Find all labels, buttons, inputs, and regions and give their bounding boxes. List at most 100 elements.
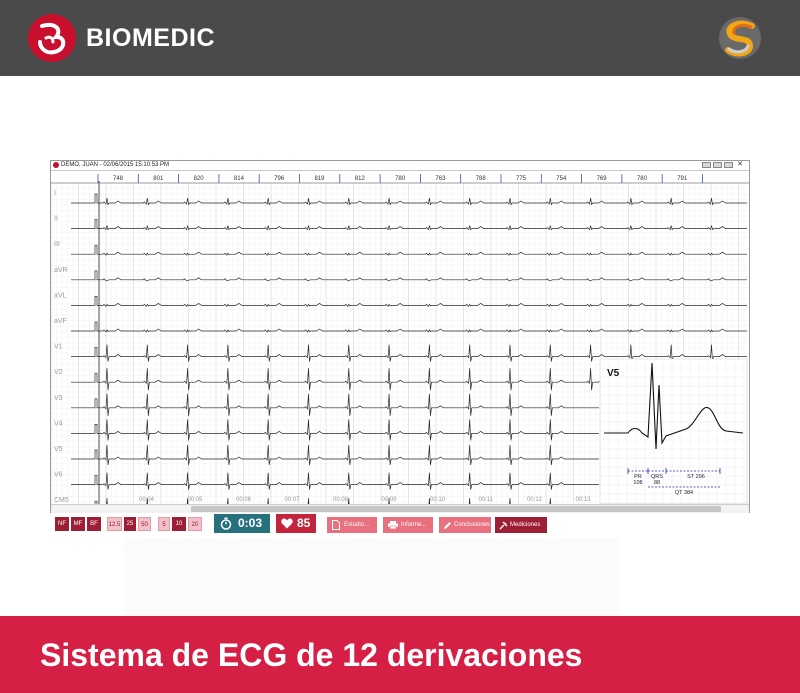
study-timer: 0:03 [214,514,270,533]
heart-rate-display: 85 [276,514,316,533]
ecg-traces [71,193,747,504]
close-icon[interactable]: ✕ [737,161,743,168]
rr-interval-value: 788 [476,176,487,182]
horizontal-scrollbar[interactable] [51,504,749,513]
heart-icon [281,518,293,529]
footer-banner [0,616,800,693]
measurements-button[interactable]: Mediciones [495,517,547,533]
header-bar: BIOMEDIC [0,0,800,76]
window-titlebar: DEMO, JUAN - 02/06/2015 15:10:53 PM ✕ [51,161,749,171]
study-button-label: Estudio... [344,522,370,528]
time-axis: 00:04 00:05 00:06 00:07 00:08 00:09 00:10 00:11… [139,497,591,503]
scrollbar-thumb[interactable] [191,506,721,512]
heart-rate-value: 85 [297,516,311,530]
conclusions-button-label: Conclusiones [454,522,491,528]
lead-label: V4 [54,420,63,427]
study-button[interactable]: Estudio... [327,517,377,533]
filter-bf-button[interactable]: BF [87,517,101,531]
time-tick-label: 00:13 [576,497,592,503]
brand-name: BIOMEDIC [86,24,215,52]
filter-nf-button[interactable]: NF [55,517,69,531]
lead-label: I [54,190,56,197]
ecg-trace [71,321,747,333]
time-tick-label: 00:11 [479,497,494,503]
rr-interval-value: 775 [516,176,527,182]
rr-interval-row: 748 801 820 814 796 819 812 780 763 788 775 754 769 7… [51,174,749,184]
rr-interval-value: 791 [677,176,688,182]
report-button[interactable]: Informe... [383,517,433,533]
time-tick-label: 00:08 [333,497,349,503]
app-icon [53,162,59,168]
rr-interval-value: 763 [435,176,446,182]
time-tick-label: 00:10 [430,497,446,503]
pr-label: PR [634,474,642,480]
gain-10-button[interactable]: 10 [172,517,186,531]
ecg-trace-area[interactable]: 748 801 820 814 796 819 812 780 763 788 775 754 769 7… [51,171,749,504]
speed-50-button[interactable]: 50 [138,517,151,531]
inset-panel [599,358,748,504]
rr-interval-value: 780 [637,176,648,182]
time-tick-label: 00:07 [285,497,301,503]
conclusions-button[interactable]: Conclusiones [439,517,491,533]
rr-interval-value: 820 [194,176,205,182]
ecg-trace [71,393,599,416]
rr-interval-value: 748 [113,176,124,182]
swirl-s-logo-icon [719,17,761,59]
ecg-trace [71,344,747,362]
gain-20-button[interactable]: 20 [188,517,202,531]
minimize-icon[interactable] [702,162,711,168]
lead-label: V5 [54,446,63,453]
rr-interval-value: 814 [234,176,245,182]
lead-label: II [54,216,58,223]
ecg-trace [71,296,747,307]
time-tick-label: 00:04 [139,497,155,503]
lead-label: aVF [54,318,67,325]
lead-label: CM5 [54,497,69,504]
rr-interval-value: 796 [274,176,285,182]
speed-25-button[interactable]: 25 [124,517,136,531]
speed-12-5-button[interactable]: 12.5 [107,517,122,531]
time-tick-label: 00:09 [382,497,398,503]
reflection-area [124,538,620,616]
ecg-trace [71,193,747,206]
timer-value: 0:03 [238,516,263,530]
ecg-window: DEMO, JUAN - 02/06/2015 15:10:53 PM ✕ 74… [50,160,750,513]
stopwatch-icon [220,517,232,530]
rr-interval-value: 801 [153,176,164,182]
filter-mf-button[interactable]: MF [71,517,85,531]
biomedic-logo-icon [28,14,76,62]
st-value: ST 296 [687,474,705,480]
ecg-trace [71,270,747,282]
lead-label: V1 [54,344,63,351]
qt-value: QT 384 [675,490,693,496]
restore-icon[interactable] [713,162,722,168]
time-tick-label: 00:12 [527,497,543,503]
tools-icon [499,521,508,530]
rr-interval-value: 812 [355,176,366,182]
footer-title: Sistema de ECG de 12 derivaciones [40,637,583,673]
gain-5-button[interactable]: 5 [158,517,170,531]
qrs-label: QRS [651,474,663,480]
rr-interval-value: 780 [395,176,406,182]
window-title: DEMO, JUAN - 02/06/2015 15:10:53 PM [61,162,170,168]
maximize-icon[interactable] [724,162,733,168]
rr-interval-value: 754 [556,176,567,182]
ecg-trace [71,444,599,466]
measurements-button-label: Mediciones [510,522,541,528]
pr-value: 108 [633,480,642,486]
pencil-icon [444,522,451,529]
time-tick-label: 00:05 [188,497,204,503]
inset-lead-label: V5 [607,368,620,379]
lead-label: aVL [54,292,67,299]
ecg-trace [71,244,747,256]
inset-waveform [604,362,744,450]
printer-icon [388,521,398,529]
rr-interval-value: 819 [314,176,325,182]
lead-label: V6 [54,472,63,479]
time-tick-label: 00:06 [236,497,252,503]
document-icon [332,520,340,530]
lead-label: V2 [54,369,63,376]
lead-label: III [54,241,60,248]
